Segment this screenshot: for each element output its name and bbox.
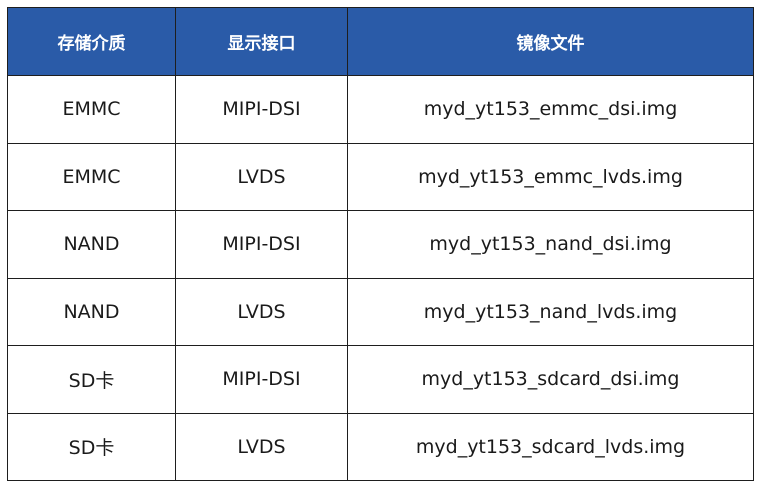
table-row: EMMC LVDS myd_yt153_emmc_lvds.img	[7, 142, 754, 211]
display-interface-cell: MIPI-DSI	[175, 75, 348, 144]
header-row: 存储介质 显示接口 镜像文件	[7, 7, 754, 76]
image-file-table: 存储介质 显示接口 镜像文件 EMMC MIPI-DSI myd_yt153_emm…	[7, 7, 754, 481]
header-image-file: 镜像文件	[347, 7, 754, 76]
header-storage-medium: 存储介质	[7, 7, 176, 76]
storage-medium-cell: NAND	[7, 277, 176, 346]
header-display-interface: 显示接口	[175, 7, 348, 76]
image-file-cell: myd_yt153_sdcard_dsi.img	[347, 345, 754, 414]
table-row: NAND LVDS myd_yt153_nand_lvds.img	[7, 277, 754, 346]
image-file-cell: myd_yt153_emmc_dsi.img	[347, 75, 754, 144]
storage-medium-cell: SD卡	[7, 412, 176, 481]
image-file-cell: myd_yt153_sdcard_lvds.img	[347, 412, 754, 481]
storage-medium-cell: EMMC	[7, 142, 176, 211]
table-row: NAND MIPI-DSI myd_yt153_nand_dsi.img	[7, 210, 754, 279]
table-row: SD卡 MIPI-DSI myd_yt153_sdcard_dsi.img	[7, 345, 754, 414]
display-interface-cell: LVDS	[175, 412, 348, 481]
image-file-cell: myd_yt153_emmc_lvds.img	[347, 142, 754, 211]
table-row: SD卡 LVDS myd_yt153_sdcard_lvds.img	[7, 412, 754, 481]
display-interface-cell: LVDS	[175, 142, 348, 211]
display-interface-cell: MIPI-DSI	[175, 210, 348, 279]
display-interface-cell: MIPI-DSI	[175, 345, 348, 414]
storage-medium-cell: SD卡	[7, 345, 176, 414]
table-row: EMMC MIPI-DSI myd_yt153_emmc_dsi.img	[7, 75, 754, 144]
display-interface-cell: LVDS	[175, 277, 348, 346]
image-file-cell: myd_yt153_nand_dsi.img	[347, 210, 754, 279]
storage-medium-cell: NAND	[7, 210, 176, 279]
storage-medium-cell: EMMC	[7, 75, 176, 144]
image-file-cell: myd_yt153_nand_lvds.img	[347, 277, 754, 346]
